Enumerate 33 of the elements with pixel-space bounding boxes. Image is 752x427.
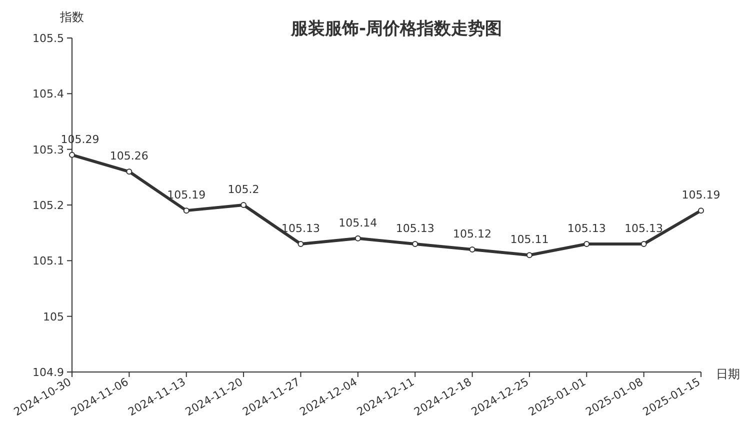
data-label: 105.12: [453, 228, 492, 241]
data-label: 105.19: [682, 188, 720, 202]
data-label: 105.11: [510, 233, 549, 246]
chart-title: 服装服饰-周价格指数走势图: [290, 19, 502, 39]
data-label: 105.13: [281, 222, 320, 235]
data-label: 105.14: [338, 216, 378, 230]
data-label: 105.13: [396, 222, 434, 235]
data-label: 105.19: [167, 188, 206, 202]
y-tick-label: 105.1: [32, 254, 64, 268]
y-axis-title: 指数: [59, 10, 84, 24]
point: [412, 240, 418, 247]
point: [584, 240, 590, 247]
point: [698, 208, 704, 214]
point: [469, 246, 476, 253]
point: [298, 240, 304, 247]
y-tick-label: 105.3: [32, 143, 64, 156]
y-tick-label: 105.4: [32, 88, 64, 101]
point: [640, 240, 647, 247]
y-tick-label: 104.9: [32, 366, 64, 379]
y-tick-label: 105: [43, 310, 64, 324]
data-label: 105.26: [110, 150, 148, 163]
point: [240, 202, 247, 208]
data-label: 105.2: [228, 183, 260, 196]
y-tick-label: 105.2: [32, 199, 64, 212]
point: [69, 152, 75, 158]
data-label: 105.13: [624, 222, 664, 235]
point: [526, 252, 532, 258]
y-tick-label: 105.5: [32, 32, 64, 45]
x-axis-title: 日期: [716, 367, 740, 381]
data-label: 105.13: [567, 222, 606, 235]
point: [126, 168, 132, 175]
point: [183, 208, 190, 214]
point: [354, 235, 361, 242]
